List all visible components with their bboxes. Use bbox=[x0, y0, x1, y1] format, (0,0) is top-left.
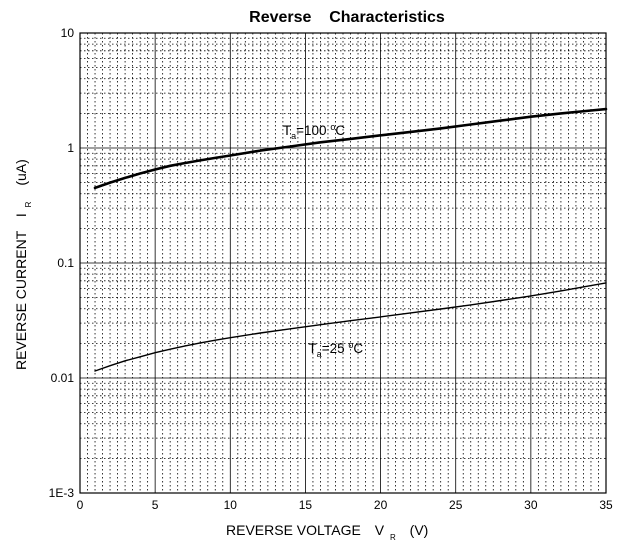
x-tick-label: 0 bbox=[77, 498, 84, 512]
series-label-1: Ta=100 oC bbox=[283, 122, 345, 141]
series-layer bbox=[93, 107, 608, 372]
y-tick-labels: 1E-3 0.01 0.1 1 10 bbox=[49, 26, 75, 500]
y-tick-label: 1 bbox=[67, 141, 74, 155]
x-tick-label: 25 bbox=[449, 498, 463, 512]
series-line-2 bbox=[94, 282, 607, 372]
x-axis-label-text: REVERSE VOLTAGE bbox=[226, 522, 361, 538]
x-tick-label: 5 bbox=[152, 498, 159, 512]
chart-title: Reverse Characteristics bbox=[249, 9, 445, 26]
y-axis-symbol: I bbox=[13, 213, 29, 217]
x-tick-label: 30 bbox=[524, 498, 538, 512]
series-line-1 bbox=[93, 107, 608, 190]
y-axis-label: REVERSE CURRENT I R (uA) bbox=[13, 159, 34, 370]
y-axis-label-text: REVERSE CURRENT bbox=[13, 230, 29, 370]
y-tick-label: 1E-3 bbox=[49, 486, 75, 500]
x-tick-label: 10 bbox=[224, 498, 238, 512]
x-tick-label: 15 bbox=[299, 498, 313, 512]
plot-frame bbox=[79, 32, 607, 494]
x-axis-label: REVERSE VOLTAGE V R (V) bbox=[226, 522, 428, 543]
x-tick-label: 20 bbox=[374, 498, 388, 512]
x-tick-labels: 0 5 10 15 20 25 30 35 bbox=[77, 498, 613, 512]
y-tick-label: 0.01 bbox=[51, 371, 75, 385]
y-tick-label: 0.1 bbox=[57, 256, 74, 270]
x-axis-symbol: V bbox=[375, 522, 385, 538]
y-axis-unit: (uA) bbox=[13, 159, 29, 185]
y-axis-subscript: R bbox=[24, 201, 33, 207]
minor-grid bbox=[80, 33, 606, 493]
x-axis-unit: (V) bbox=[410, 522, 429, 538]
series-labels: Ta=100 oC Ta=25 oC bbox=[283, 122, 363, 359]
y-tick-label: 10 bbox=[61, 26, 75, 40]
x-tick-label: 35 bbox=[599, 498, 613, 512]
x-axis-subscript: R bbox=[390, 533, 396, 542]
series-label-2: Ta=25 oC bbox=[308, 340, 363, 359]
